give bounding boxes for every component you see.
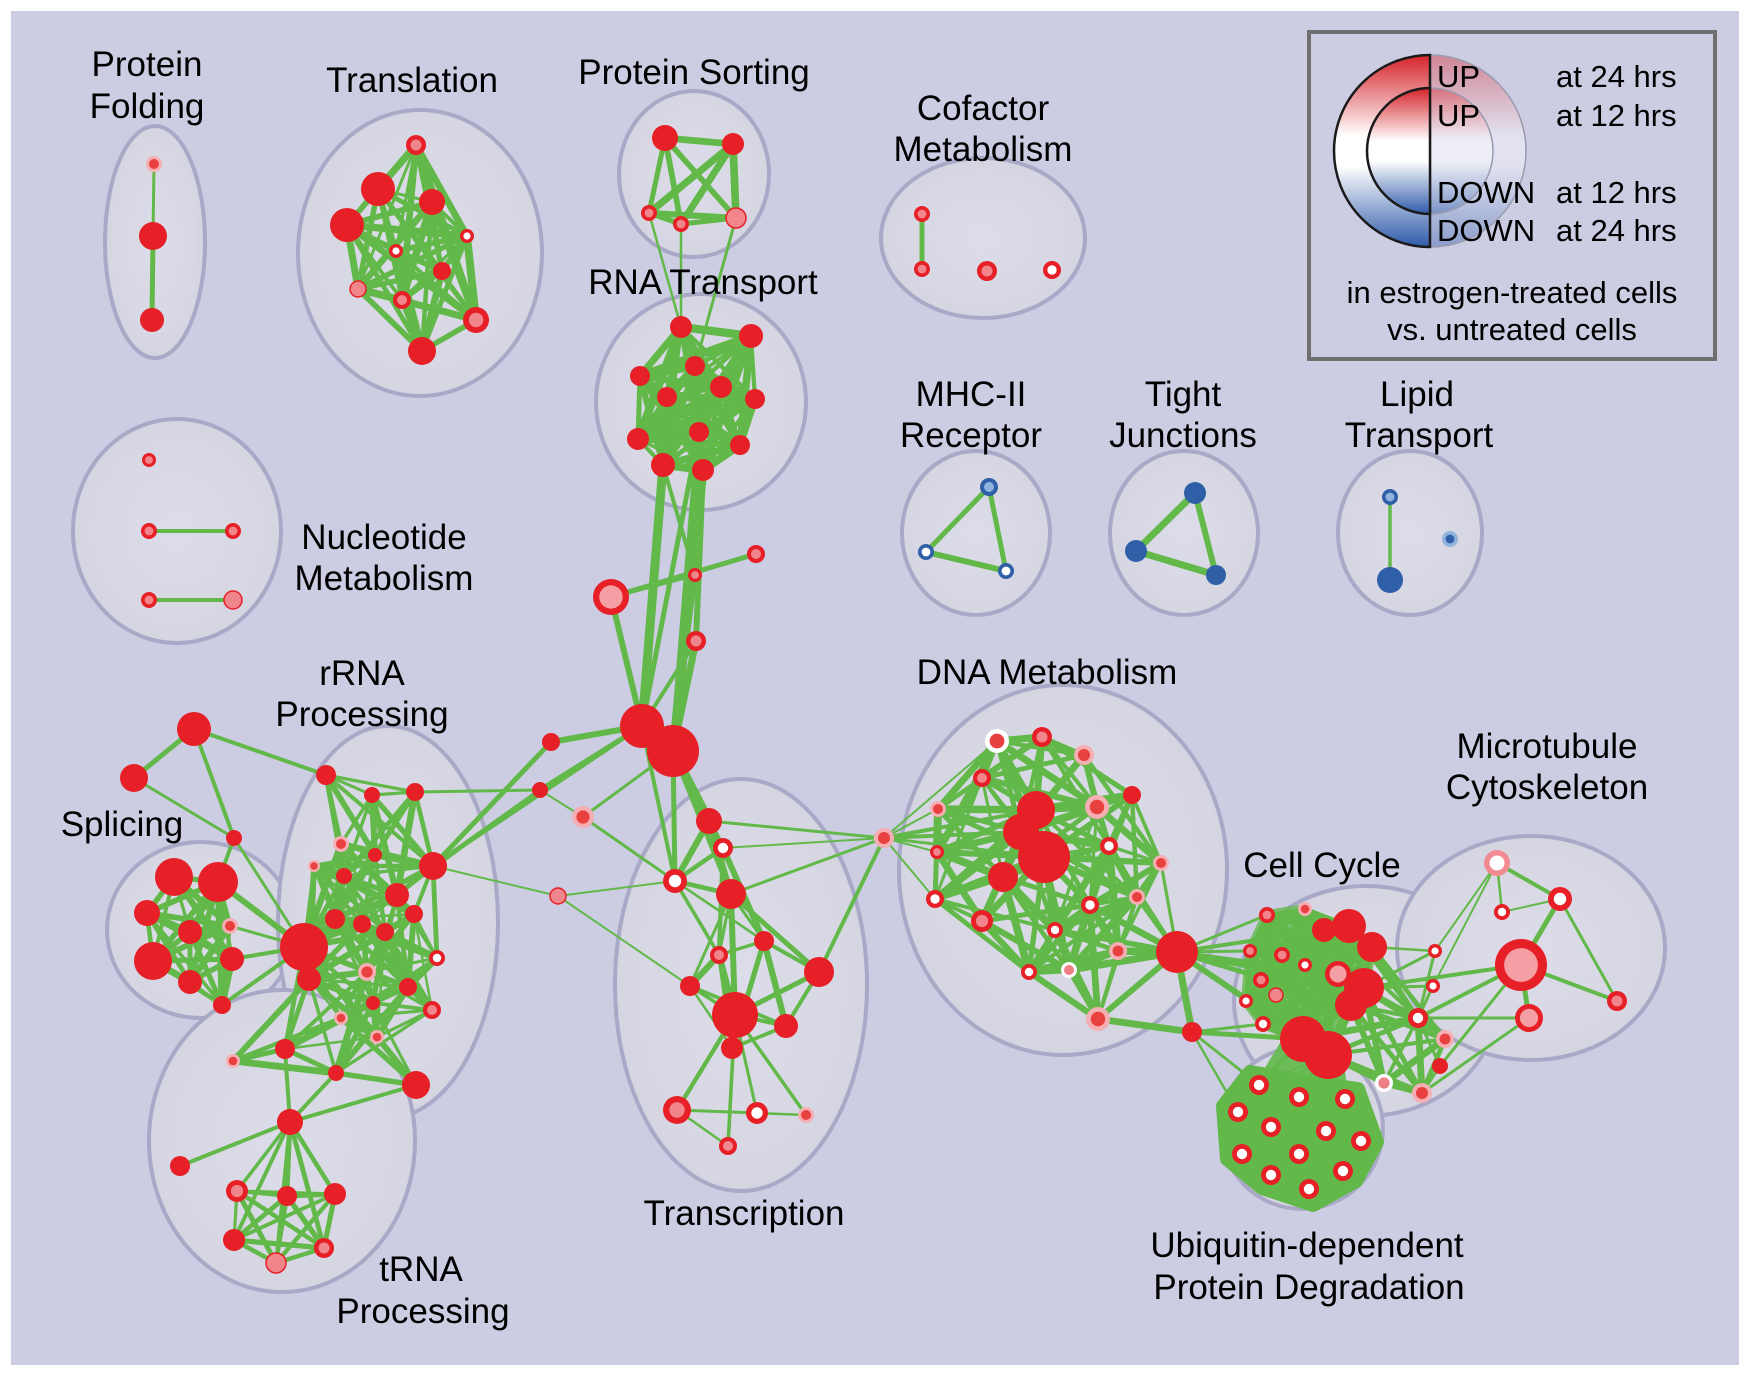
svg-text:Metabolism: Metabolism bbox=[295, 559, 474, 598]
svg-text:MHC-II: MHC-II bbox=[916, 375, 1027, 414]
svg-text:Protein Degradation: Protein Degradation bbox=[1153, 1268, 1464, 1307]
svg-text:Cytoskeleton: Cytoskeleton bbox=[1446, 768, 1648, 807]
svg-text:Processing: Processing bbox=[275, 695, 448, 734]
svg-text:Cofactor: Cofactor bbox=[917, 89, 1050, 128]
svg-text:DOWN: DOWN bbox=[1437, 213, 1535, 248]
svg-text:RNA Transport: RNA Transport bbox=[588, 263, 818, 302]
svg-text:Transcription: Transcription bbox=[644, 1194, 845, 1233]
svg-text:rRNA: rRNA bbox=[319, 654, 405, 693]
svg-text:in estrogen-treated cells: in estrogen-treated cells bbox=[1347, 275, 1678, 310]
svg-text:Receptor: Receptor bbox=[900, 416, 1042, 455]
svg-text:UP: UP bbox=[1437, 98, 1480, 133]
svg-text:Translation: Translation bbox=[326, 61, 498, 100]
svg-text:DOWN: DOWN bbox=[1437, 175, 1535, 210]
svg-text:Protein Sorting: Protein Sorting bbox=[578, 53, 810, 92]
svg-text:Lipid: Lipid bbox=[1380, 375, 1454, 414]
svg-text:Splicing: Splicing bbox=[61, 805, 184, 844]
svg-text:Nucleotide: Nucleotide bbox=[301, 518, 466, 557]
svg-text:Folding: Folding bbox=[90, 87, 205, 126]
svg-text:Microtubule: Microtubule bbox=[1457, 727, 1638, 766]
svg-text:UP: UP bbox=[1437, 59, 1480, 94]
svg-text:at 24 hrs: at 24 hrs bbox=[1556, 213, 1677, 248]
svg-text:Cell Cycle: Cell Cycle bbox=[1243, 846, 1401, 885]
svg-text:Tight: Tight bbox=[1145, 375, 1222, 414]
svg-text:Processing: Processing bbox=[336, 1292, 509, 1331]
svg-text:Protein: Protein bbox=[92, 45, 203, 84]
svg-text:Ubiquitin-dependent: Ubiquitin-dependent bbox=[1150, 1226, 1464, 1265]
svg-text:at 12 hrs: at 12 hrs bbox=[1556, 98, 1677, 133]
svg-text:DNA Metabolism: DNA Metabolism bbox=[917, 653, 1178, 692]
svg-text:Metabolism: Metabolism bbox=[894, 130, 1073, 169]
svg-text:tRNA: tRNA bbox=[379, 1250, 463, 1289]
svg-text:at 12 hrs: at 12 hrs bbox=[1556, 175, 1677, 210]
svg-text:vs. untreated cells: vs. untreated cells bbox=[1387, 312, 1637, 347]
svg-text:Junctions: Junctions bbox=[1109, 416, 1257, 455]
svg-text:Transport: Transport bbox=[1345, 416, 1494, 455]
svg-text:at 24 hrs: at 24 hrs bbox=[1556, 59, 1677, 94]
